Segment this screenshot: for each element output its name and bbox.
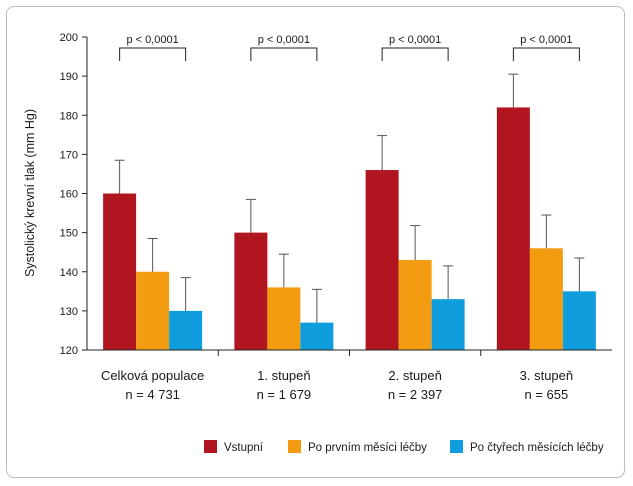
category-n-label: n = 2 397 (388, 387, 443, 402)
significance-bracket (250, 47, 318, 61)
significance-bracket (512, 47, 580, 61)
y-tick-label: 160 (60, 189, 78, 201)
p-value-label: p < 0,0001 (258, 34, 310, 46)
y-tick-label: 150 (60, 228, 78, 240)
y-tick-label: 120 (60, 345, 78, 357)
y-tick-label: 170 (60, 149, 78, 161)
x-axis: Celková populace n = 4 731 1. stupeň n = 1 … (87, 349, 612, 402)
bar (398, 260, 432, 350)
y-tick-label: 140 (60, 267, 78, 279)
y-axis: 120 130 140 150 160 170 180 190 200 (60, 32, 88, 357)
y-tick-label: 190 (60, 71, 78, 83)
legend-label: Po prvním měsíci léčby (308, 442, 427, 454)
legend-swatch (450, 440, 463, 453)
category-n-label: n = 655 (525, 387, 569, 402)
bar (103, 193, 137, 350)
legend-label: Po čtyřech měsících léčby (470, 442, 604, 454)
category-label: 2. stupeň (388, 368, 442, 383)
chart-frame (6, 6, 625, 478)
y-tick-label: 180 (60, 110, 78, 122)
category-label: 3. stupeň (520, 368, 574, 383)
legend: Vstupní Po prvním měsíci léčby Po čtyřech … (204, 440, 604, 454)
y-tick-label: 130 (60, 306, 78, 318)
significance-bracket (119, 47, 187, 61)
y-axis-label: Systolický krevní tlak (mm Hg) (23, 109, 37, 277)
y-axis-title: Systolický krevní tlak (mm Hg) (23, 109, 37, 277)
bar (136, 271, 170, 350)
bar (365, 170, 399, 350)
bar (234, 232, 268, 350)
bar (562, 291, 596, 350)
bar (496, 107, 530, 350)
legend-swatch (288, 440, 301, 453)
y-tick-label: 200 (60, 32, 78, 44)
category-n-label: n = 4 731 (125, 387, 180, 402)
p-value-label: p < 0,0001 (126, 34, 178, 46)
bar (431, 299, 465, 350)
bar (529, 248, 563, 350)
significance-brackets: p < 0,0001 p < 0,0001 p < 0,0001 p < 0,0001 (119, 34, 580, 61)
bar (267, 287, 301, 350)
legend-label: Vstupní (224, 442, 264, 454)
category-label: Celková populace (101, 368, 204, 383)
error-bars (114, 73, 585, 323)
category-n-label: n = 1 679 (257, 387, 312, 402)
bar (169, 310, 203, 350)
legend-swatch (204, 440, 217, 453)
significance-bracket (381, 47, 449, 61)
bars (103, 107, 596, 350)
p-value-label: p < 0,0001 (389, 34, 441, 46)
bar (300, 322, 334, 350)
p-value-label: p < 0,0001 (520, 34, 572, 46)
category-label: 1. stupeň (257, 368, 311, 383)
